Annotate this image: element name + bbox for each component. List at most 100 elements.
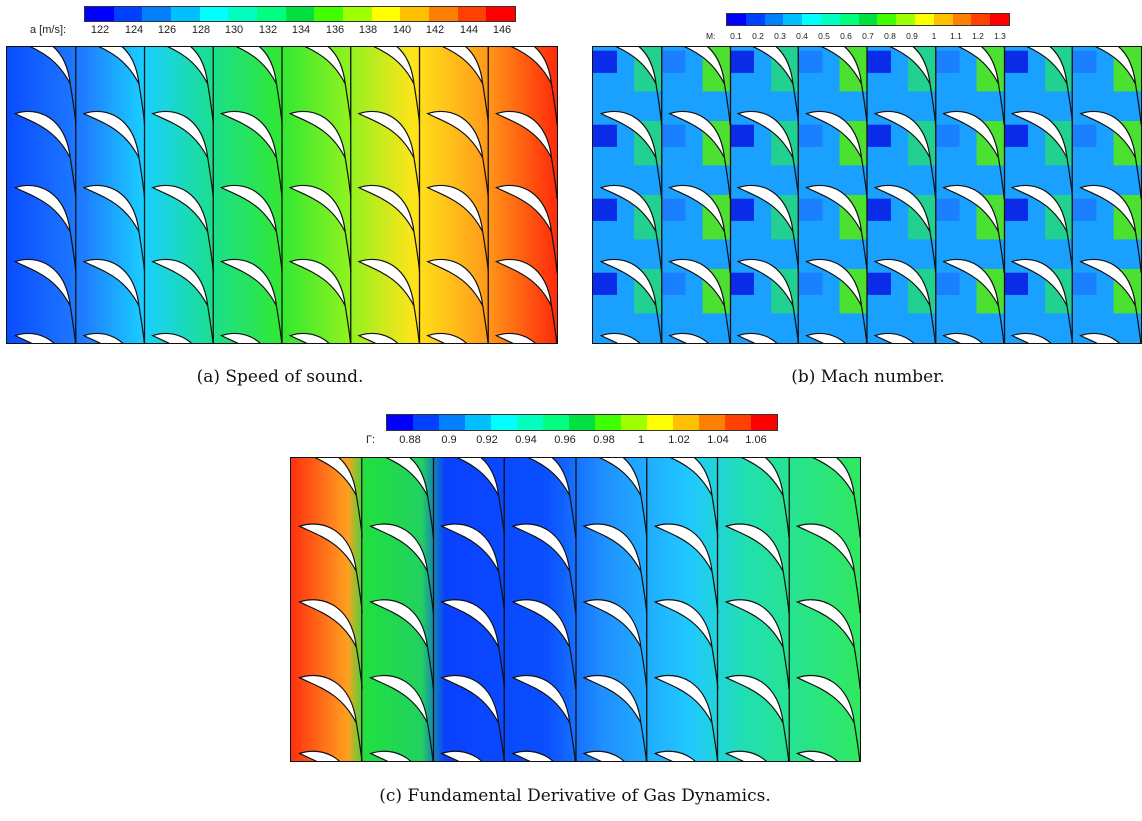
streamline [723,83,731,125]
blade-shape [582,674,642,724]
colorbar-swatch [257,7,286,21]
blade-shape [426,184,484,233]
flow-region [867,124,891,147]
streamline [860,83,868,125]
blade-shape [736,184,794,233]
blade-shape [219,258,278,307]
blade-shape [13,110,71,159]
streamline [413,83,421,125]
tick-c: 0.88 [399,434,421,446]
blade-shape [426,332,467,343]
streamline [723,157,731,199]
streamline [426,647,434,690]
streamline [355,723,363,761]
colorbar-swatch [727,14,746,25]
blade-shape [873,332,915,343]
colorbar-swatch [764,14,784,25]
streamline [569,647,577,690]
streamline [69,231,77,273]
blade-shape [670,458,713,497]
flow-region [867,198,891,221]
colorbar-swatch [595,415,621,430]
streamline [860,231,868,273]
flow-region [1004,50,1028,73]
flow-region [935,272,960,295]
blade-shape [13,332,55,343]
flow-region [593,50,617,73]
tick-a: 130 [224,24,244,36]
flow-region [661,50,686,73]
blade-shape [357,110,415,159]
blade-shape [1010,110,1068,159]
streamline [355,647,363,690]
flow-region [1072,198,1097,221]
flow-region [593,124,617,147]
colorbar-ticks-a: 122 124 126 128 130 132 134 136 138 140 … [84,24,516,38]
colorbar-swatch [647,415,673,430]
colorbar-swatch [465,415,491,430]
blade-shape [653,674,713,724]
flow-region [730,198,754,221]
flow-region [730,124,754,147]
streamline [138,231,146,273]
streamline [929,157,937,199]
tick-b: 0.3 [774,31,786,41]
blade-shape [297,523,358,572]
colorbar-swatch [413,415,439,430]
colorbar-swatch [858,14,878,25]
blade-shape [494,258,553,307]
colorbar-label-c: Γ: [366,434,376,446]
streamline [69,305,77,343]
streamline [1066,157,1074,199]
streamline [640,647,648,690]
tick-b: 1.2 [972,31,984,41]
streamline [929,83,937,125]
colorbar-swatch [142,7,172,21]
blade-shape [440,750,483,761]
blade-shape [235,47,278,85]
blade-shape [357,332,399,343]
blade-shape [494,184,553,233]
flow-region [730,50,754,73]
blade-shape [151,258,209,307]
blade-shape [440,599,500,648]
tick-c: 1.04 [707,434,729,446]
streamline [792,231,800,273]
blade-shape [82,258,140,307]
blade-shape [369,750,412,761]
blade-shape [369,674,429,724]
tick-b: 0.1 [730,31,742,41]
streamline [569,495,577,538]
blade-shape [599,184,657,233]
blade-shape [668,332,709,343]
caption-b: (b) Mach number. [791,367,945,387]
streamline [860,305,868,343]
streamline [550,231,557,273]
blade-shape [510,47,553,85]
blade-shape [795,750,838,761]
streamline [723,305,731,343]
blade-shape [527,458,571,497]
blade-shape [13,258,71,307]
tick-c: 1.02 [668,434,690,446]
streamline [207,305,214,343]
tick-c: 1 [637,434,645,446]
flow-region [593,198,617,221]
streamline [482,231,489,273]
tick-a: 132 [258,24,278,36]
streamline [711,723,719,761]
tick-c: 0.9 [441,434,457,446]
flow-region [1004,198,1028,221]
streamline [498,495,505,538]
blade-shape [736,258,794,307]
streamline [655,157,663,199]
colorbar-swatch [113,7,143,21]
streamline [1066,231,1074,273]
blade-shape [1079,332,1120,343]
contour-field-a [6,46,558,344]
flow-region [798,124,823,147]
tick-b: 0.7 [862,31,874,41]
streamline [929,231,937,273]
streamline [426,723,434,761]
streamline [1134,231,1141,273]
